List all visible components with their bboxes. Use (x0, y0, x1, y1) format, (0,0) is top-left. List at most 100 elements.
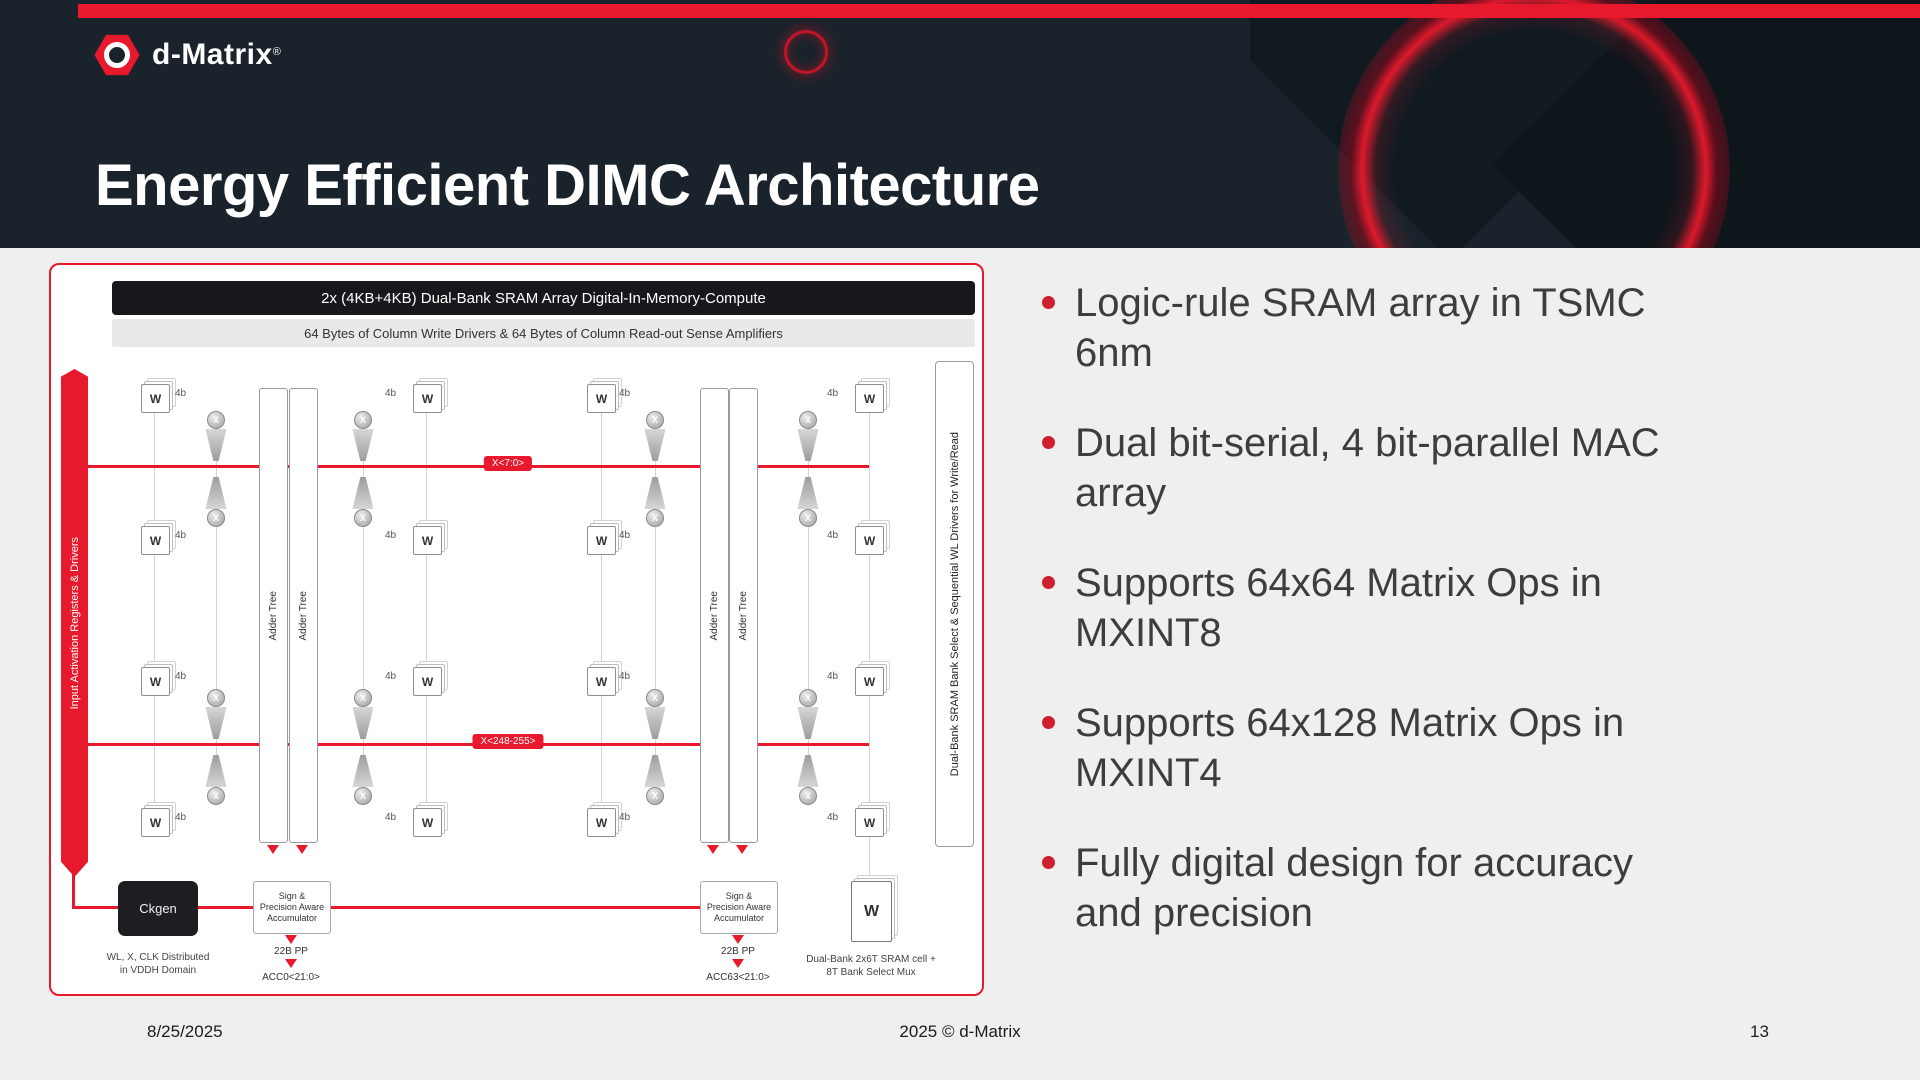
dmatrix-logo: d-Matrix® (94, 34, 281, 76)
multiplier-cone: X (644, 411, 666, 463)
bitwidth-label: 4b (385, 671, 397, 682)
multiplier-cone: X (352, 689, 374, 741)
ckgen-block: Ckgen (118, 881, 198, 936)
bitwidth-label: 4b (619, 530, 631, 541)
partial-product-label: 22B PP (721, 946, 755, 957)
multiply-icon: X (207, 509, 225, 527)
bitwidth-label: 4b (175, 671, 187, 682)
sram-cell-caption: Dual-Bank 2x6T SRAM cell + 8T Bank Selec… (806, 954, 936, 978)
bullet-dot (1042, 856, 1055, 869)
multiplier-cone: X (644, 753, 666, 805)
multiply-icon: X (207, 411, 225, 429)
multiply-icon: X (799, 509, 817, 527)
multiplier-cone: X (205, 753, 227, 805)
accumulator-block: Sign & Precision Aware Accumulator (700, 881, 778, 934)
registered-mark: ® (272, 46, 281, 58)
multiply-icon: X (207, 787, 225, 805)
multiply-icon: X (646, 689, 664, 707)
control-line (72, 906, 738, 909)
column-guide-line (216, 415, 217, 795)
arrow-down-icon (267, 845, 279, 854)
footer-page-number: 13 (1750, 1022, 1769, 1041)
column-guide-line (808, 415, 809, 795)
bullet-item: Supports 64x64 Matrix Ops in MXINT8 (1042, 558, 1892, 658)
weight-register-box: W (141, 808, 170, 837)
multiplier-cone: X (205, 475, 227, 527)
multiplier-cone: X (644, 689, 666, 741)
weight-register-box: W (855, 667, 884, 696)
bitwidth-label: 4b (619, 812, 631, 823)
logo-ring-icon (104, 42, 130, 68)
multiplier-cone: X (352, 475, 374, 527)
weight-register-box: W (587, 384, 616, 413)
bitwidth-label: 4b (175, 530, 187, 541)
bullet-list: Logic-rule SRAM array in TSMC 6nm Dual b… (1042, 278, 1892, 938)
bitwidth-label: 4b (827, 530, 839, 541)
multiply-icon: X (799, 787, 817, 805)
footer-date: 8/25/2025 (147, 1022, 223, 1041)
multiply-icon: X (207, 689, 225, 707)
arrow-down-icon (707, 845, 719, 854)
bitwidth-label: 4b (827, 388, 839, 399)
bitwidth-label: 4b (619, 388, 631, 399)
adder-tree-block: Adder Tree (700, 388, 729, 843)
header-band: d-Matrix® Energy Efficient DIMC Architec… (0, 0, 1920, 248)
accumulator-label: Sign & Precision Aware Accumulator (706, 890, 772, 924)
cone-funnel (205, 477, 227, 509)
cone-funnel (352, 707, 374, 739)
header-decoration (1250, 0, 1920, 248)
arrow-down-icon (736, 845, 748, 854)
bullet-dot (1042, 716, 1055, 729)
adder-tree-block: Adder Tree (289, 388, 318, 843)
partial-product-label: 22B PP (274, 946, 308, 957)
column-guide-line (426, 390, 427, 830)
control-line (72, 871, 75, 909)
weight-register-box: W (587, 526, 616, 555)
weight-register-box: W (587, 667, 616, 696)
arrow-down-icon (296, 845, 308, 854)
adder-tree-block: Adder Tree (729, 388, 758, 843)
weight-register-box: W (855, 808, 884, 837)
bitwidth-label: 4b (827, 812, 839, 823)
cone-funnel (644, 429, 666, 461)
multiplier-cone: X (352, 411, 374, 463)
bullet-text: Dual bit-serial, 4 bit-parallel MAC arra… (1075, 421, 1660, 515)
bitwidth-label: 4b (175, 812, 187, 823)
bullet-text: Fully digital design for accuracy and pr… (1075, 841, 1634, 935)
cone-funnel (205, 429, 227, 461)
weight-register-box: W (141, 384, 170, 413)
bullet-item: Fully digital design for accuracy and pr… (1042, 838, 1892, 938)
diagram-title-bar: 2x (4KB+4KB) Dual-Bank SRAM Array Digita… (112, 281, 975, 315)
cone-funnel (797, 755, 819, 787)
footer-copyright: 2025 © d-Matrix (899, 1022, 1021, 1041)
bullet-item: Supports 64x128 Matrix Ops in MXINT4 (1042, 698, 1892, 798)
cone-funnel (797, 429, 819, 461)
bullet-dot (1042, 296, 1055, 309)
cone-funnel (644, 477, 666, 509)
arrow-down-icon (285, 959, 297, 968)
multiply-icon: X (354, 411, 372, 429)
activation-bus-label: X<248-255> (472, 734, 544, 749)
multiply-icon: X (354, 509, 372, 527)
multiply-icon: X (646, 787, 664, 805)
dmatrix-logo-icon (94, 34, 140, 76)
sram-cell-box: W (851, 881, 892, 942)
cone-funnel (797, 707, 819, 739)
multiply-icon: X (646, 411, 664, 429)
multiplier-cone: X (205, 689, 227, 741)
weight-register-box: W (141, 526, 170, 555)
weight-register-box: W (413, 384, 442, 413)
cone-funnel (352, 429, 374, 461)
bullet-dot (1042, 436, 1055, 449)
bitwidth-label: 4b (385, 812, 397, 823)
activation-bus-line (88, 465, 869, 468)
arrow-down-icon (285, 935, 297, 944)
adder-tree-label: Adder Tree (738, 590, 749, 641)
adder-tree-label: Adder Tree (298, 590, 309, 641)
input-activation-banner-label: Input Activation Registers & Drivers (68, 536, 81, 710)
weight-register-box: W (413, 808, 442, 837)
weight-register-box: W (855, 526, 884, 555)
multiply-icon: X (799, 411, 817, 429)
bank-select-banner: Dual-Bank SRAM Bank Select & Sequential … (935, 361, 974, 847)
